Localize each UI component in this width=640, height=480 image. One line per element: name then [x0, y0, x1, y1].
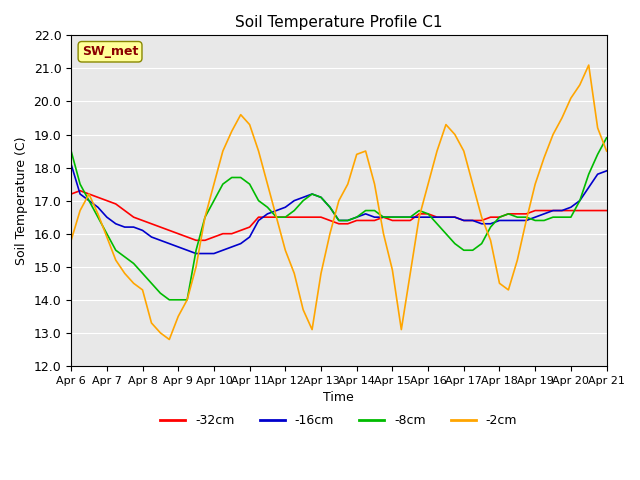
X-axis label: Time: Time	[323, 391, 354, 404]
Title: Soil Temperature Profile C1: Soil Temperature Profile C1	[235, 15, 443, 30]
Y-axis label: Soil Temperature (C): Soil Temperature (C)	[15, 136, 28, 265]
Text: SW_met: SW_met	[82, 45, 138, 58]
Legend: -32cm, -16cm, -8cm, -2cm: -32cm, -16cm, -8cm, -2cm	[156, 409, 522, 432]
